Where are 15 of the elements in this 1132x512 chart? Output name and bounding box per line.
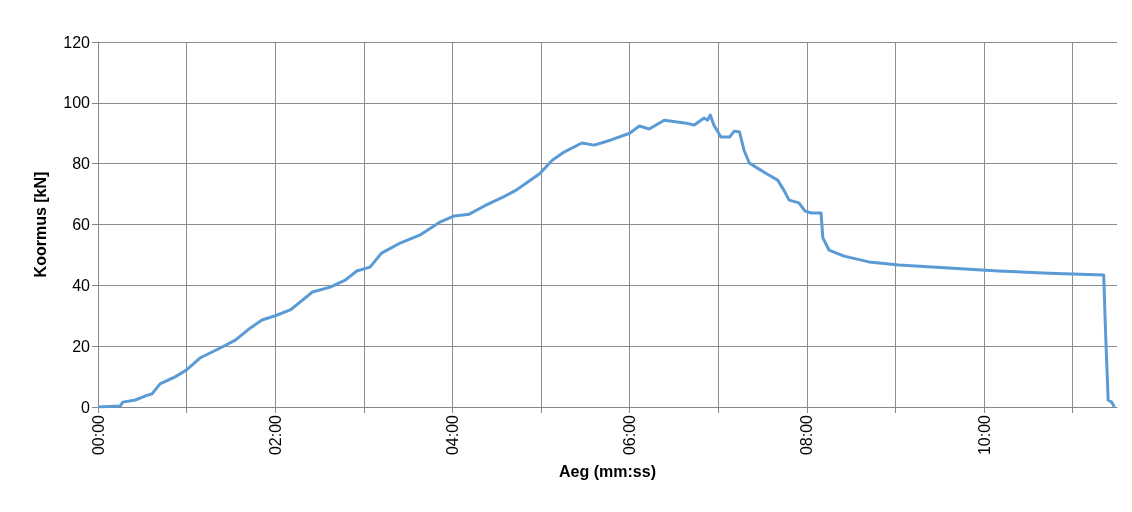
y-tick-label: 60 [72, 216, 91, 233]
x-tick-label: 10:00 [975, 414, 993, 456]
y-tick-label: 0 [81, 398, 91, 416]
x-tick-label: 02:00 [266, 414, 284, 456]
x-tick-label: 06:00 [621, 414, 639, 456]
x-tick-label: 04:00 [443, 414, 461, 456]
y-tick-label: 40 [72, 276, 91, 294]
y-tick-label: 80 [72, 155, 91, 173]
y-tick-label: 120 [63, 33, 91, 51]
y-tick-label: 100 [63, 94, 91, 112]
y-axis-title: Koormus [kN] [31, 171, 49, 278]
x-tick-label: 08:00 [798, 414, 816, 456]
y-tick-label: 20 [72, 337, 91, 355]
x-tick-label: 00:00 [89, 414, 107, 456]
x-axis-title: Aeg (mm:ss) [559, 462, 656, 480]
